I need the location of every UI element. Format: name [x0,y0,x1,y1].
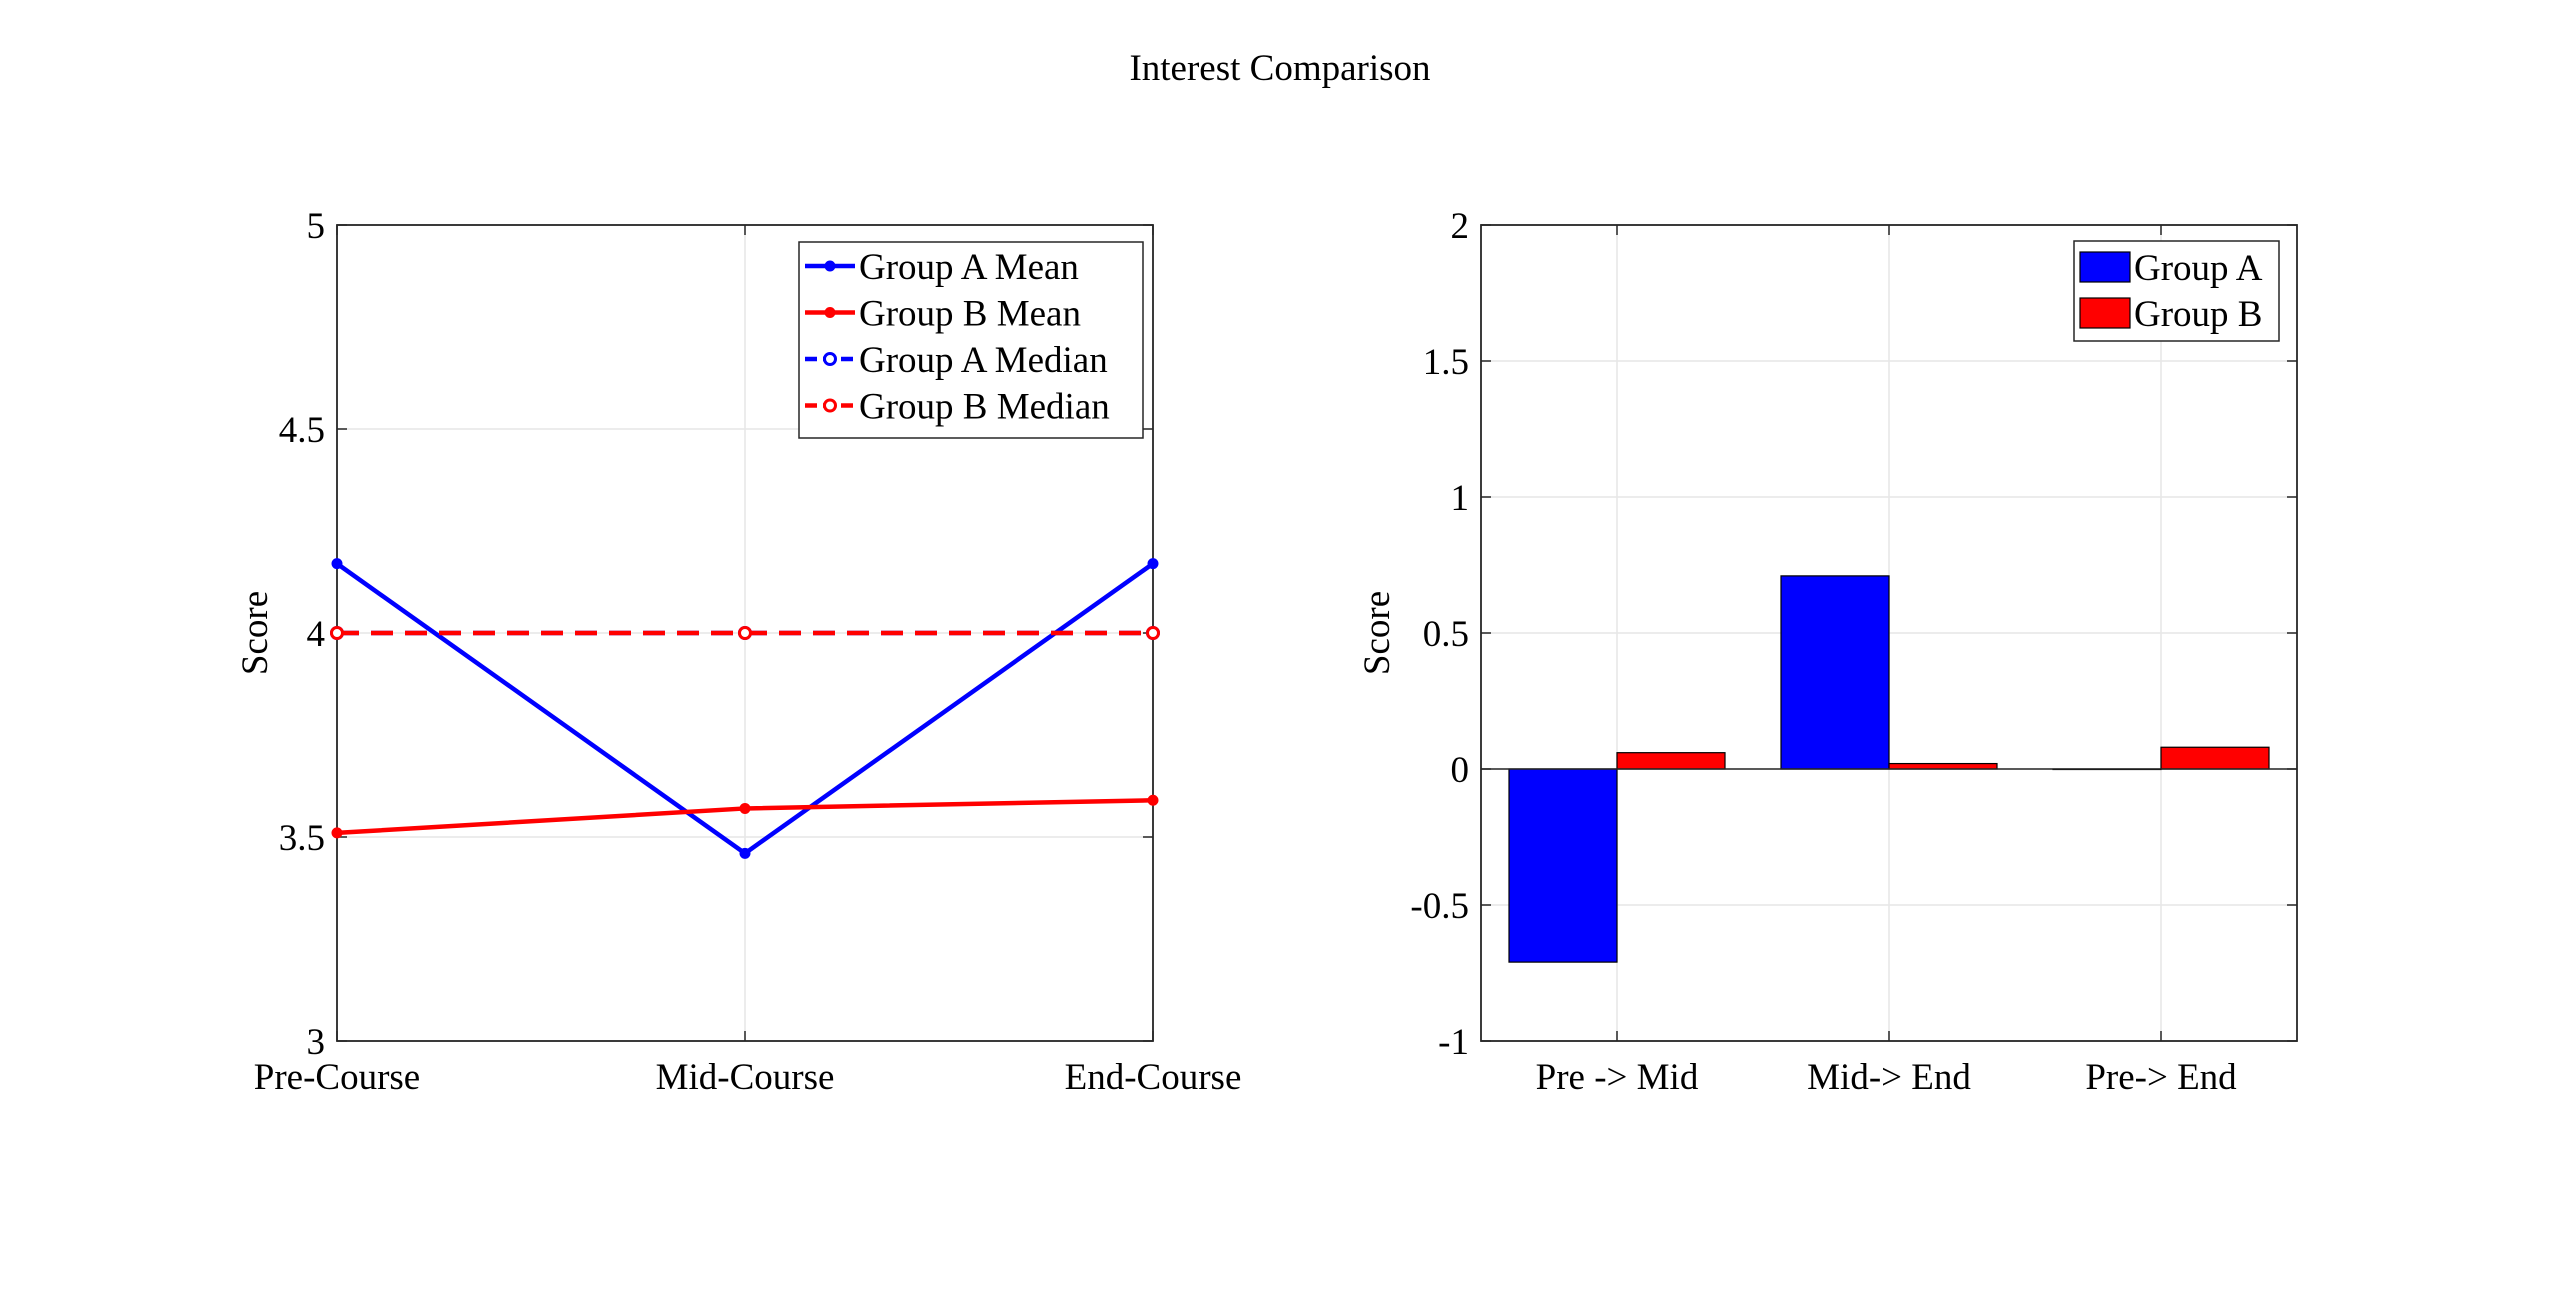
data-point [1147,558,1159,570]
y-tick-label: 3.5 [279,818,325,859]
x-tick-label: Pre-Course [254,1057,420,1098]
y-tick-label: 0.5 [1423,614,1469,655]
bar-chart: -1 -0.5 0 0.5 1 1.5 2 Pre -> Mid Mid-> End Pre-> … [1357,206,2298,1098]
legend-swatch [2079,251,2131,283]
y-tick-label: 5 [307,206,326,247]
legend-entry: Group A Mean [859,247,1079,288]
line-chart: 3 3.5 4 4.5 5 Pre-Course Mid-Course End-Course S… [235,206,1241,1098]
y-axis-label: Score [235,591,276,675]
x-tick-label: Pre-> End [2085,1057,2237,1098]
y-tick-label: 4 [307,614,326,655]
legend-entry: Group A Median [859,340,1108,381]
legend-marker [824,260,836,272]
legend-entry: Group B [2134,294,2262,335]
figure-title: Interest Comparison [1129,48,1430,89]
data-point [738,626,752,640]
y-tick-label: -1 [1438,1022,1469,1063]
bar-1 [1616,752,1726,770]
legend-swatch [2079,297,2131,329]
y-tick-label: 4.5 [279,410,325,451]
y-tick-label: 3 [307,1022,326,1063]
x-tick-label: Pre -> Mid [1536,1057,1699,1098]
y-tick-label: 2 [1451,206,1470,247]
bar-1 [2160,746,2270,770]
data-point [1146,626,1160,640]
data-point [1147,794,1159,806]
bar-0 [1508,768,1618,963]
y-axis-label: Score [1357,591,1398,675]
legend-box [798,241,1144,439]
legend-entry: Group B Mean [859,294,1081,335]
y-tick-label: 1 [1451,478,1470,519]
bar-1 [1888,762,1998,770]
data-point [739,847,751,859]
y-tick-label: 0 [1451,750,1470,791]
x-tick-label: Mid-> End [1807,1057,1971,1098]
bar-0 [1780,575,1890,770]
y-tick-label: -0.5 [1410,886,1469,927]
legend-entry: Group A [2134,248,2263,289]
y-tick-label: 1.5 [1423,342,1469,383]
data-point [331,827,343,839]
legend-marker [823,352,837,366]
data-point [739,802,751,814]
legend-marker [824,307,836,318]
data-point [330,626,344,640]
legend-marker [823,398,837,413]
x-tick-label: Mid-Course [656,1057,835,1098]
data-point [331,558,343,570]
legend-entry: Group B Median [859,387,1110,428]
x-tick-label: End-Course [1065,1057,1242,1098]
